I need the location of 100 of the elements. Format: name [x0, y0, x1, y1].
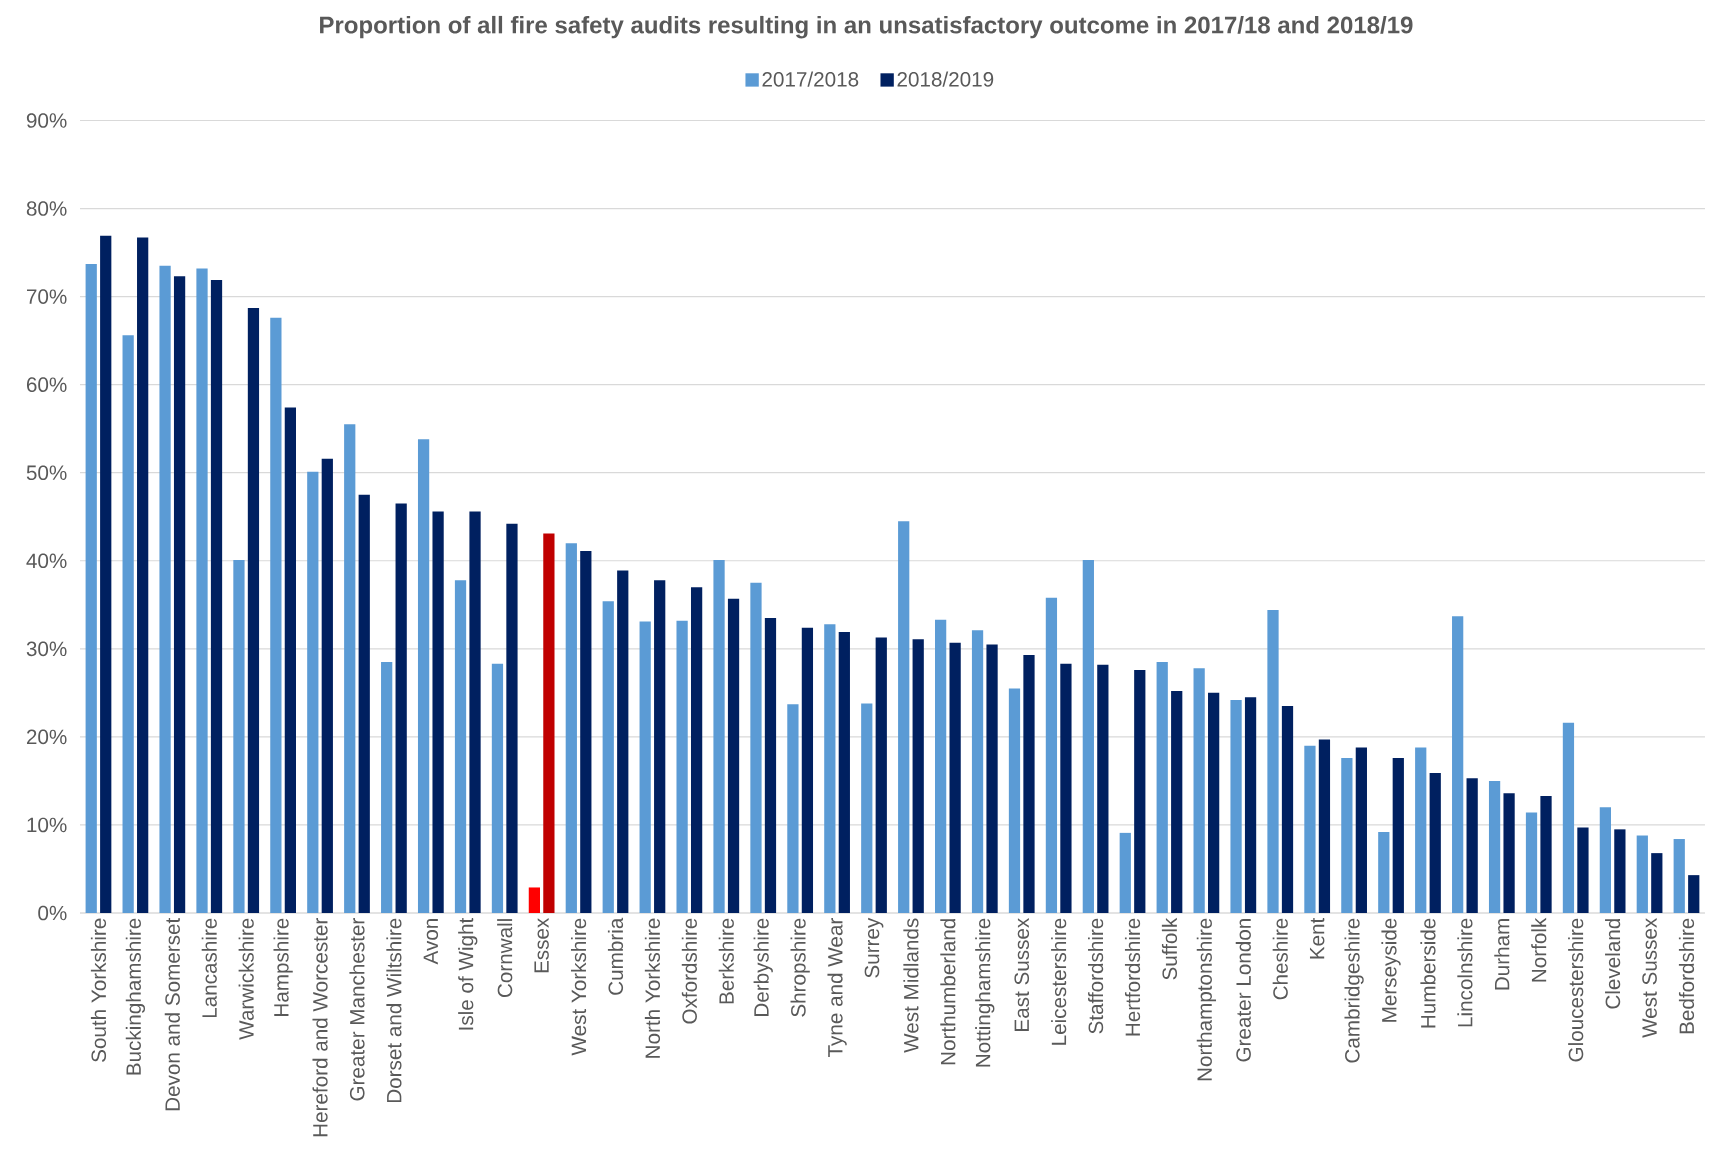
x-tick-label: Cleveland: [1605, 919, 1621, 1009]
bar: [196, 268, 208, 913]
bar: [100, 235, 112, 913]
x-tick-label: Durham: [1494, 919, 1510, 990]
bar: [639, 621, 651, 913]
bar: [1614, 829, 1626, 913]
x-tick-label: Leicestershire: [1051, 918, 1067, 1045]
bar: [173, 276, 186, 913]
bar: [1097, 664, 1109, 913]
x-tick-label: North Yorkshire: [644, 918, 661, 1058]
y-tick-label: 70%: [27, 289, 67, 304]
bar: [247, 308, 260, 913]
bar: [971, 630, 984, 913]
bar: [1540, 795, 1552, 913]
bar: [1429, 772, 1441, 913]
bar: [935, 619, 947, 913]
bar: [1341, 758, 1353, 913]
bar: [1045, 597, 1058, 913]
bar: [750, 582, 762, 913]
y-tick-label: 40%: [26, 553, 67, 569]
bar: [307, 471, 319, 913]
x-tick-label: Cornwall: [497, 919, 513, 998]
bar: [1171, 691, 1183, 913]
bar: [122, 335, 134, 913]
bar: [861, 703, 873, 913]
legend-label: 2018/2019: [897, 71, 994, 87]
bar: [137, 237, 149, 913]
bar: [469, 511, 481, 913]
x-tick-label: Cumbria: [607, 917, 624, 995]
bar: [986, 644, 998, 913]
x-tick-label: Kent: [1309, 917, 1325, 959]
x-tick-label: Bedfordshire: [1678, 918, 1695, 1034]
bar: [838, 632, 850, 913]
x-tick-label: Derbyshire: [753, 918, 773, 1016]
bar: [543, 533, 555, 913]
bar: [210, 279, 223, 913]
x-tick-label: Buckinghamshire: [125, 918, 146, 1075]
bar: [506, 523, 518, 913]
x-tick-label: West Yorkshire: [570, 918, 587, 1056]
x-tick-label: Berkshire: [718, 918, 734, 1004]
bar: [1466, 778, 1478, 913]
x-tick-label: Isle of Wight: [458, 917, 478, 1030]
bar: [1267, 610, 1279, 913]
x-tick-label: East Sussex: [1014, 917, 1030, 1031]
bar: [727, 598, 740, 913]
bar: [1562, 722, 1575, 913]
bar: [1023, 655, 1035, 913]
bar: [1452, 616, 1464, 913]
bar: [1599, 807, 1611, 913]
bar: [1392, 758, 1404, 913]
bar: [454, 580, 467, 913]
bar: [344, 424, 356, 913]
x-tick-label: Cambridgeshire: [1344, 918, 1364, 1063]
bar: [358, 494, 370, 913]
y-tick-label: 10%: [27, 817, 67, 833]
x-tick-label: Northamptonshire: [1196, 918, 1217, 1081]
y-tick-label: 90%: [26, 113, 67, 128]
bar: [1244, 697, 1257, 913]
bar: [912, 639, 924, 913]
x-tick-label: Lincolnshire: [1457, 918, 1473, 1027]
bar: [432, 511, 444, 913]
x-tick-label: Gloucestershire: [1568, 918, 1584, 1062]
bar: [1119, 832, 1131, 913]
chart-title: Proportion of all fire safety audits resulting in an unsatisfactory outcome in 2017/18 and 2018/19: [320, 15, 1413, 39]
x-tick-label: Hampshire: [273, 918, 293, 1016]
bar: [1134, 669, 1146, 913]
bar: [1304, 745, 1316, 913]
bar: [1082, 559, 1094, 913]
bar: [1673, 839, 1685, 913]
bar: [1651, 853, 1663, 913]
x-tick-label: Hereford and Worcester: [312, 918, 328, 1137]
bar: [284, 407, 296, 913]
bar: [321, 458, 333, 913]
bar: [1503, 793, 1515, 913]
bar: [85, 264, 97, 913]
bar: [1281, 706, 1294, 913]
y-tick-label: 50%: [26, 465, 67, 481]
bar: [676, 620, 688, 913]
bar: [801, 627, 814, 913]
bar: [233, 559, 245, 913]
bar: [1008, 688, 1021, 913]
x-tick-label: Surrey: [864, 917, 884, 978]
x-tick-label: Oxfordshire: [681, 918, 697, 1024]
y-tick-label: 0%: [38, 905, 67, 921]
x-tick-label: Lancashire: [201, 918, 217, 1018]
bar: [1355, 747, 1367, 913]
x-tick-label: Humberside: [1420, 918, 1436, 1028]
bar: [1688, 875, 1700, 913]
bar: [580, 551, 592, 913]
bar: [1577, 827, 1589, 913]
bar: [1378, 831, 1390, 913]
x-tick-label: Northumberland: [940, 919, 956, 1065]
bar: [491, 663, 504, 913]
bar: [1230, 699, 1242, 913]
bar: [787, 704, 799, 913]
x-tick-label: Essex: [534, 917, 549, 973]
bar: [949, 642, 961, 913]
bar: [690, 587, 703, 913]
bar: [1060, 663, 1072, 913]
x-tick-label: Merseyside: [1381, 918, 1401, 1022]
